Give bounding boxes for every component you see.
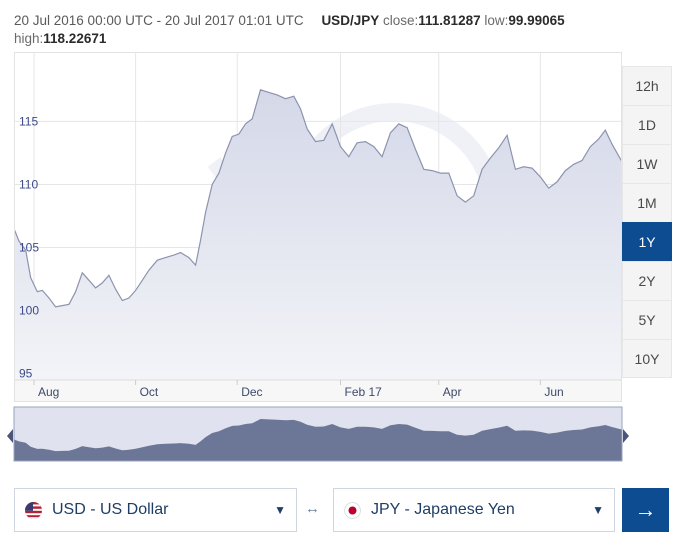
- range-button-1m[interactable]: 1M: [622, 183, 672, 222]
- range-button-2y[interactable]: 2Y: [622, 261, 672, 300]
- navigator-chart[interactable]: [0, 405, 630, 465]
- date-range: 20 Jul 2016 00:00 UTC - 20 Jul 2017 01:0…: [14, 13, 304, 28]
- arrow-right-icon: →: [634, 497, 657, 522]
- x-tick-label: Dec: [241, 385, 262, 399]
- x-tick-label: Oct: [140, 385, 159, 399]
- range-button-5y[interactable]: 5Y: [622, 300, 672, 339]
- x-tick-label: Feb 17: [344, 385, 382, 399]
- currency-pair: USD/JPY: [321, 13, 380, 28]
- x-tick-label: Apr: [443, 385, 462, 399]
- us-flag-icon: [25, 501, 42, 519]
- range-button-group: 12h 1D 1W 1M 1Y 2Y 5Y 10Y: [622, 66, 672, 378]
- to-currency-select[interactable]: JPY - Japanese Yen ▼: [333, 488, 615, 532]
- low-label: low:: [484, 13, 509, 28]
- swap-icon[interactable]: ↔: [305, 500, 320, 517]
- navigator-selection[interactable]: [13, 406, 623, 462]
- y-tick-label: 105: [19, 241, 39, 255]
- navigator-left-handle-icon[interactable]: [7, 429, 13, 443]
- y-tick-label: 115: [19, 114, 38, 128]
- chevron-down-icon: ▼: [592, 503, 604, 517]
- chart-header: 20 Jul 2016 00:00 UTC - 20 Jul 2017 01:0…: [14, 12, 614, 48]
- x-axis-band: [14, 380, 622, 402]
- chevron-down-icon: ▼: [274, 503, 286, 517]
- y-tick-label: 110: [19, 177, 38, 191]
- jp-flag-icon: [344, 501, 361, 519]
- price-line: [14, 89, 622, 308]
- close-value: 111.81287: [418, 13, 481, 28]
- range-button-1w[interactable]: 1W: [622, 144, 672, 183]
- high-label: high:: [14, 31, 44, 46]
- price-area: [14, 89, 622, 381]
- range-button-1y[interactable]: 1Y: [622, 222, 672, 261]
- y-tick-label: 95: [19, 367, 33, 381]
- high-value: 118.22671: [43, 31, 107, 46]
- x-tick-label: Jun: [544, 385, 563, 399]
- low-value: 99.99065: [508, 13, 565, 28]
- x-tick-label: Aug: [38, 385, 59, 399]
- navigator-area: [14, 419, 622, 461]
- close-label: close:: [382, 13, 419, 28]
- y-tick-label: 100: [19, 304, 39, 318]
- main-chart[interactable]: 95 100 105 110 115 Aug Oct Dec Feb 17 Apr Jun: [14, 52, 622, 402]
- navigator-right-handle-icon[interactable]: [623, 429, 629, 443]
- range-button-1d[interactable]: 1D: [622, 105, 672, 144]
- from-currency-select[interactable]: USD - US Dollar ▼: [14, 488, 297, 532]
- from-currency-label: USD - US Dollar: [52, 501, 169, 518]
- convert-button[interactable]: →: [622, 488, 669, 532]
- range-button-10y[interactable]: 10Y: [622, 339, 672, 378]
- range-button-12h[interactable]: 12h: [622, 66, 672, 105]
- to-currency-label: JPY - Japanese Yen: [371, 501, 515, 518]
